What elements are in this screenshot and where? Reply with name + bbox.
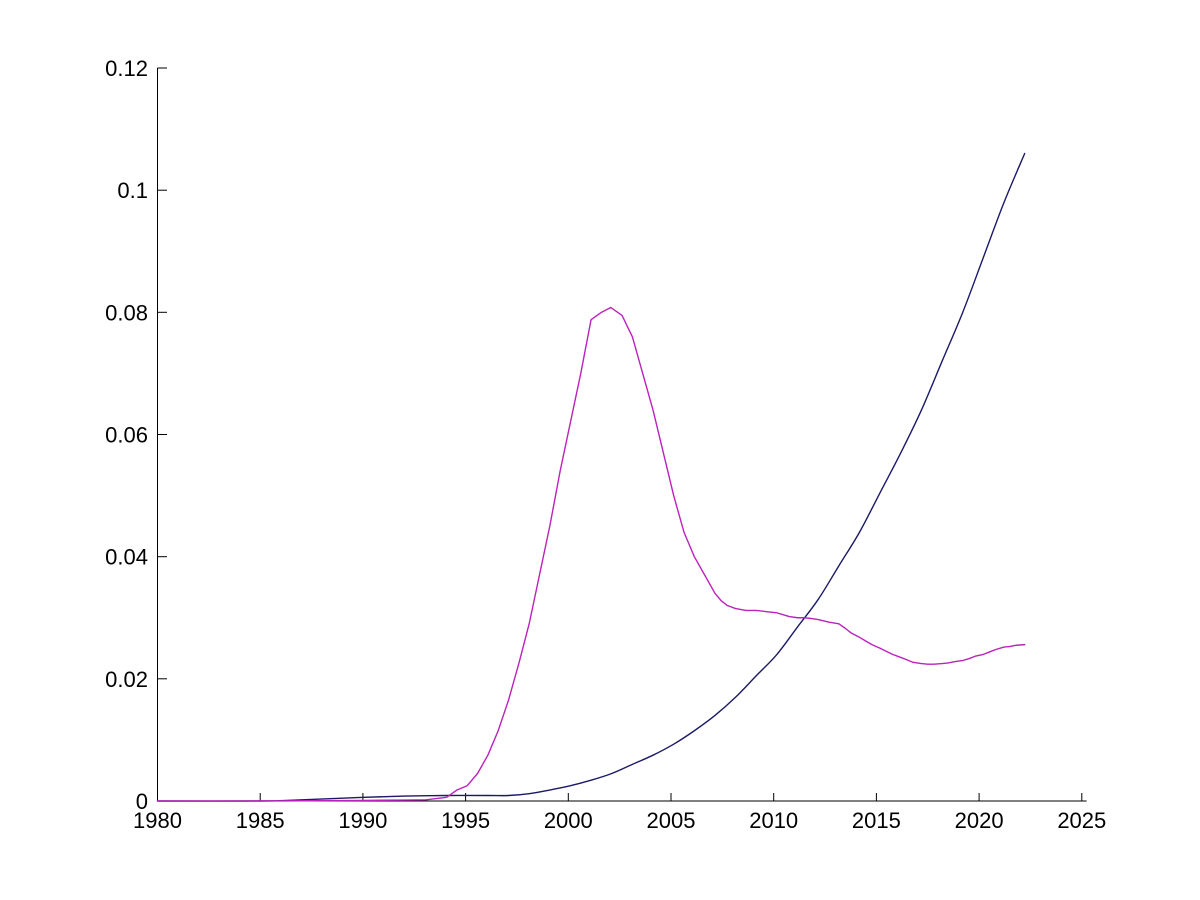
svg-text:2000: 2000 — [544, 808, 593, 833]
svg-text:0.08: 0.08 — [105, 300, 148, 325]
svg-text:1990: 1990 — [338, 808, 387, 833]
svg-text:0.12: 0.12 — [105, 56, 148, 81]
svg-text:1980: 1980 — [133, 808, 182, 833]
svg-text:0.1: 0.1 — [117, 178, 148, 203]
svg-text:2015: 2015 — [852, 808, 901, 833]
svg-text:2010: 2010 — [749, 808, 798, 833]
svg-text:0.02: 0.02 — [105, 667, 148, 692]
svg-text:0.04: 0.04 — [105, 545, 148, 570]
svg-text:0.06: 0.06 — [105, 423, 148, 448]
svg-text:1995: 1995 — [441, 808, 490, 833]
svg-text:1985: 1985 — [236, 808, 285, 833]
svg-text:2025: 2025 — [1057, 808, 1106, 833]
svg-text:2020: 2020 — [955, 808, 1004, 833]
svg-text:2005: 2005 — [647, 808, 696, 833]
